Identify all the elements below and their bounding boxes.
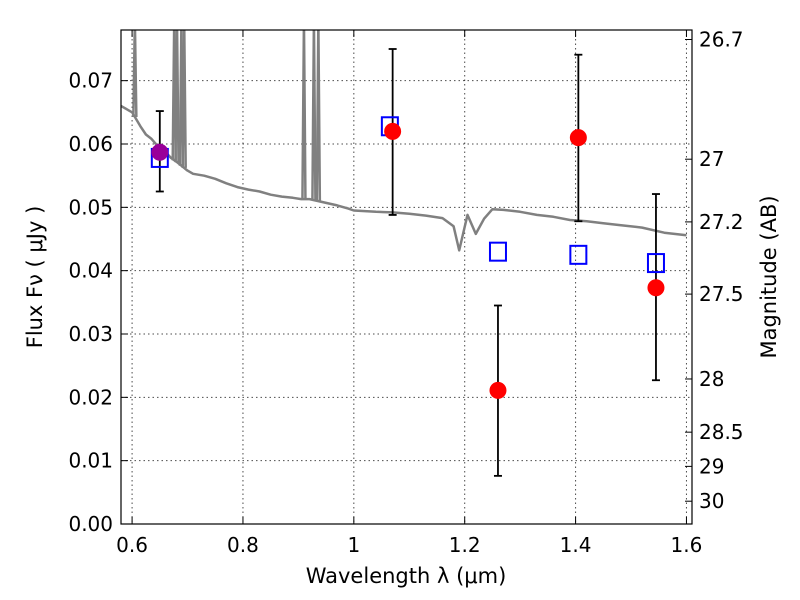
y-tick-label: 0.04: [68, 259, 113, 283]
observed-flux-point: [384, 122, 402, 140]
sed-emission-spike: [181, 30, 187, 168]
grid-layer: [121, 30, 692, 524]
observed-flux-point: [489, 381, 507, 399]
observed-flux-point: [151, 143, 169, 161]
plot-area-background: [121, 30, 692, 524]
observed-flux-point: [647, 279, 665, 297]
right-tick-label: 27.5: [699, 282, 744, 306]
y-tick-label: 0.02: [68, 385, 113, 409]
x-axis-label: Wavelength λ (μm): [306, 564, 507, 588]
x-tick-label: 1.6: [671, 533, 703, 557]
x-tick-label: 1.2: [449, 533, 481, 557]
model-square-marker: [646, 253, 665, 274]
sed-emission-spike: [311, 30, 317, 201]
right-tick-label: 27: [699, 147, 724, 171]
x-tick-label: 0.6: [116, 533, 148, 557]
right-tick-label: 28.5: [699, 420, 744, 444]
y-tick-label: 0.05: [68, 195, 113, 219]
y-axis-right-label: Magnitude (AB): [757, 195, 781, 358]
sed-emission-spike: [132, 30, 138, 117]
y-tick-label: 0.01: [68, 449, 113, 473]
right-tick-label: 30: [699, 489, 724, 513]
y-tick-label: 0.06: [68, 132, 113, 156]
marker-layer: [150, 116, 665, 399]
x-tick-label: 0.8: [227, 533, 259, 557]
x-tick-label: 1: [347, 533, 360, 557]
sed-emission-spike: [174, 30, 180, 163]
y-tick-label: 0.03: [68, 322, 113, 346]
right-tick-label: 29: [699, 454, 724, 478]
right-tick-label: 26.7: [699, 28, 744, 52]
observed-flux-point: [569, 129, 587, 147]
y-axis-label: Flux Fν ( μJy ): [23, 206, 47, 349]
tick-layer: 0.6 0.8 1 1.2 1.4 1.6 0.00 0.01 0.02 0.03 0.04 0.05…: [68, 28, 743, 558]
x-tick-label: 1.4: [560, 533, 592, 557]
right-tick-label: 27.2: [699, 210, 744, 234]
plot-frame: [120, 29, 693, 525]
sed-layer: [121, 30, 687, 252]
y-tick-label: 0.00: [68, 512, 113, 536]
right-tick-label: 28: [699, 367, 724, 391]
model-square-marker: [569, 244, 588, 265]
model-square-marker: [488, 241, 507, 262]
y-tick-label: 0.07: [68, 69, 113, 93]
sed-emission-spike: [301, 30, 307, 200]
sed-emission-spike: [315, 30, 322, 202]
